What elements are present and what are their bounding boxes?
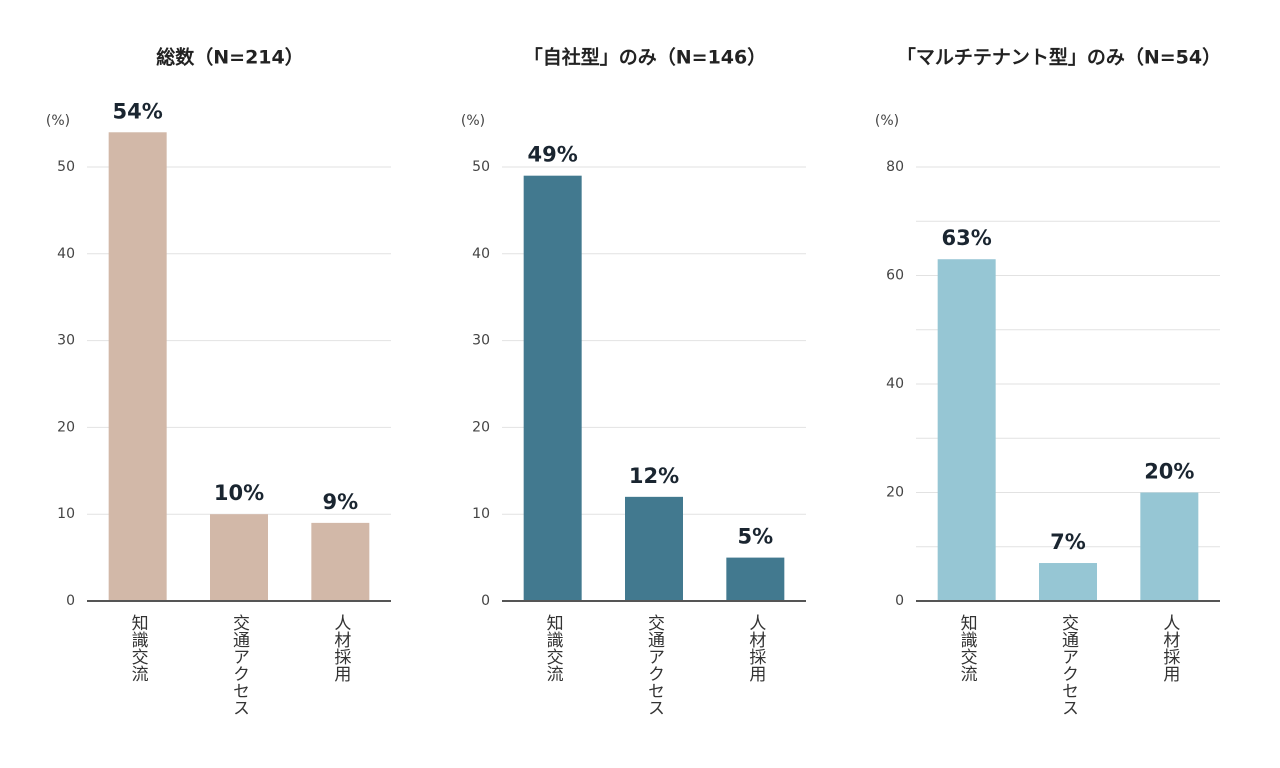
x-tick-label: 人材採用 [1159, 614, 1180, 683]
value-label: 5% [738, 525, 774, 549]
y-tick-label: 20 [886, 485, 904, 501]
y-tick-label: 80 [886, 159, 904, 175]
x-tick-label: 交通アクセス [644, 614, 665, 716]
y-axis-label: (%) [875, 113, 899, 129]
x-tick-label: 知識交流 [957, 614, 978, 682]
bar [311, 523, 369, 601]
y-tick-label: 20 [57, 419, 75, 435]
x-tick-label: 知識交流 [543, 614, 564, 682]
chart-title: 総数（N=214） [156, 46, 303, 69]
y-tick-label: 50 [57, 159, 75, 175]
y-tick-label: 0 [895, 593, 904, 609]
x-tick-label: 人材採用 [330, 614, 351, 683]
bar [524, 176, 582, 601]
chart: 「自社型」のみ（N=146） (%) 0 10 20 30 40 50 49% 知識交流 12% 交通… [461, 46, 806, 717]
y-tick-label: 30 [472, 333, 490, 349]
x-tick-label: 交通アクセス [229, 614, 250, 716]
value-label: 7% [1050, 530, 1086, 554]
x-tick-label: 人材採用 [745, 614, 766, 683]
y-tick-label: 60 [886, 268, 904, 284]
y-tick-label: 30 [57, 333, 75, 349]
y-tick-label: 40 [472, 246, 490, 262]
value-label: 9% [323, 490, 359, 514]
bar [210, 514, 268, 601]
x-tick-label: 交通アクセス [1058, 614, 1079, 716]
y-tick-label: 50 [472, 159, 490, 175]
y-axis-label: (%) [461, 113, 485, 129]
value-label: 20% [1144, 460, 1194, 484]
bar [625, 497, 683, 601]
value-label: 12% [629, 464, 679, 488]
chart-title: 「自社型」のみ（N=146） [524, 46, 766, 69]
y-axis-label: (%) [46, 113, 70, 129]
bar [726, 558, 784, 601]
value-label: 49% [528, 143, 578, 167]
chart: 「マルチテナント型」のみ（N=54） (%) 0 20 40 60 80 63% 知識交流 7% 交… [875, 46, 1221, 717]
x-tick-label: 知識交流 [128, 614, 149, 682]
bar [1039, 563, 1097, 601]
chart-title: 「マルチテナント型」のみ（N=54） [897, 46, 1221, 69]
value-label: 63% [942, 226, 992, 250]
chart: 総数（N=214） (%) 0 10 20 30 40 50 54% 知識交流 10% 交通アクセス 9… [46, 46, 391, 717]
y-tick-label: 40 [886, 376, 904, 392]
y-tick-label: 40 [57, 246, 75, 262]
value-label: 54% [113, 99, 163, 123]
bar [1140, 493, 1198, 602]
y-tick-label: 0 [481, 593, 490, 609]
y-tick-label: 10 [472, 506, 490, 522]
bar [109, 132, 167, 601]
y-tick-label: 0 [66, 593, 75, 609]
y-tick-label: 20 [472, 419, 490, 435]
bar [938, 259, 996, 601]
y-tick-label: 10 [57, 506, 75, 522]
value-label: 10% [214, 481, 264, 505]
